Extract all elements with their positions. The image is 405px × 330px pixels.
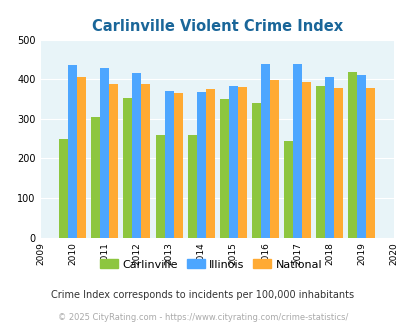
Bar (324, 77, 333, 238)
Bar (196, 92, 205, 238)
Bar (77, 77, 86, 238)
Text: Crime Index corresponds to incidents per 100,000 inhabitants: Crime Index corresponds to incidents per… (51, 290, 354, 300)
Bar (228, 86, 237, 238)
Bar (91, 117, 100, 238)
Text: © 2025 CityRating.com - https://www.cityrating.com/crime-statistics/: © 2025 CityRating.com - https://www.city… (58, 313, 347, 322)
Bar (100, 68, 109, 238)
Bar (301, 82, 310, 238)
Title: Carlinville Violent Crime Index: Carlinville Violent Crime Index (92, 19, 342, 34)
Bar (365, 87, 374, 238)
Bar (123, 98, 132, 238)
Legend: Carlinville, Illinois, National: Carlinville, Illinois, National (96, 255, 326, 274)
Bar (132, 73, 141, 238)
Bar (333, 87, 342, 238)
Bar (68, 65, 77, 238)
Bar (164, 91, 173, 238)
Bar (260, 64, 269, 238)
Bar (237, 87, 246, 238)
Bar (251, 103, 260, 238)
Bar (269, 81, 278, 238)
Bar (173, 93, 182, 238)
Bar (315, 86, 324, 238)
Bar (187, 135, 196, 238)
Bar (205, 89, 214, 238)
Bar (292, 64, 301, 238)
Bar (109, 84, 118, 238)
Bar (59, 139, 68, 238)
Bar (356, 75, 365, 238)
Bar (219, 99, 228, 238)
Bar (141, 84, 150, 238)
Bar (284, 141, 292, 238)
Bar (347, 72, 356, 238)
Bar (155, 135, 164, 238)
